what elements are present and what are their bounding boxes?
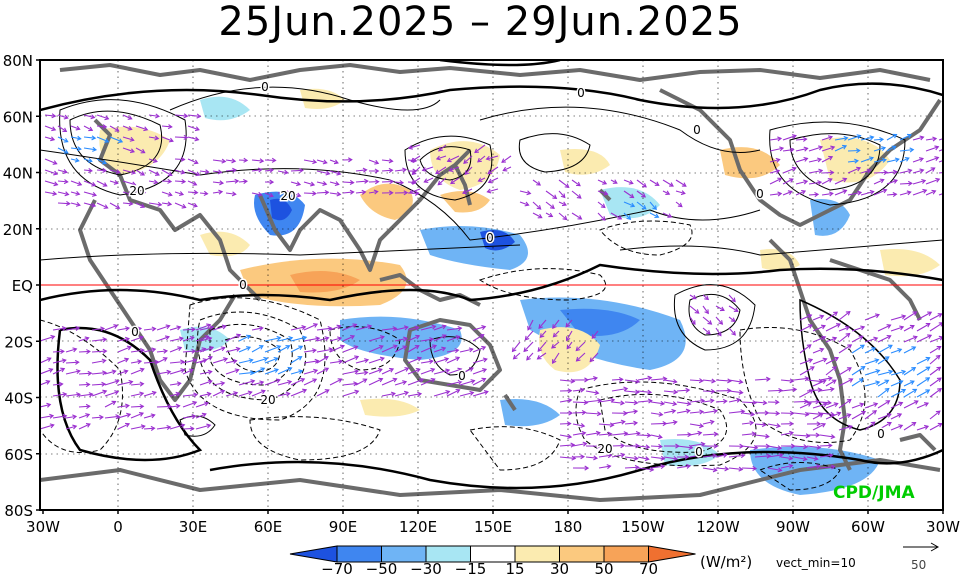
lat-label: 60N [3, 108, 33, 126]
coastlines [40, 63, 942, 502]
contour-label: 20 [280, 189, 295, 203]
map-plot-area: 0 20 0 0 0 0 0 20 0 0 20 20 0 0 [40, 60, 943, 510]
reference-vector [903, 542, 940, 552]
lon-label: 150W [621, 518, 665, 536]
lon-label: 90E [329, 518, 358, 536]
wind-vectors [40, 113, 943, 473]
colorbar-tick: 30 [550, 560, 569, 575]
vector-min-label: vect_min=10 [776, 556, 856, 570]
colorbar-unit: (W/m²) [700, 553, 752, 571]
reference-vector-value: 50 [911, 558, 926, 572]
longitude-labels: 30W 0 30E 60E 90E 120E 150E 180 150W 120W 90W 60W 30… [26, 518, 960, 536]
lon-label: 0 [113, 518, 123, 536]
contour-label: 0 [239, 278, 247, 292]
colorbar-tick: 15 [505, 560, 524, 575]
lon-label: 60E [254, 518, 283, 536]
contour-label: 0 [695, 445, 703, 459]
lon-label: 150E [474, 518, 512, 536]
contour-label: 0 [693, 123, 701, 137]
lon-label: 120E [399, 518, 437, 536]
colorbar-tick-labels: −70 −50 −30 −15 15 30 50 70 [321, 560, 658, 575]
colorbar-tick: 70 [639, 560, 658, 575]
contour-label: 20 [129, 184, 144, 198]
lat-label: 80N [3, 52, 33, 70]
lon-label: 90W [776, 518, 810, 536]
colorbar-tick: 50 [594, 560, 613, 575]
lat-label: 20N [3, 221, 33, 239]
contour-label: 0 [577, 86, 585, 100]
colorbar-tick: −30 [410, 560, 442, 575]
contour-label: 0 [458, 369, 466, 383]
lon-label: 60W [851, 518, 885, 536]
contour-label: 0 [131, 325, 139, 339]
contour-label: 0 [486, 231, 494, 245]
contour-labels: 0 20 0 0 0 0 0 20 0 0 20 20 0 0 [128, 79, 886, 461]
contour-label: 20 [597, 442, 612, 456]
colorbar [289, 545, 696, 563]
latitude-labels: 80N 60N 40N 20N EQ 20S 40S 60S 80S [3, 52, 33, 520]
colorbar-tick: −50 [366, 560, 398, 575]
contour-label: 0 [756, 187, 764, 201]
lon-label: 30E [179, 518, 208, 536]
map-title: 25Jun.2025 – 29Jun.2025 [218, 0, 743, 45]
colorbar-tick: −70 [321, 560, 353, 575]
axis-ticks [36, 59, 944, 514]
colorbar-tick: −15 [455, 560, 487, 575]
lat-label: EQ [12, 277, 33, 295]
contour-label: 20 [260, 393, 275, 407]
lat-label: 60S [4, 446, 33, 464]
contours [40, 60, 943, 490]
lat-label: 40S [4, 390, 33, 408]
lon-label: 120W [696, 518, 740, 536]
contour-label: 0 [261, 80, 269, 94]
lat-label: 80S [4, 502, 33, 520]
lat-label: 20S [4, 333, 33, 351]
lat-label: 40N [3, 165, 33, 183]
contour-label: 0 [877, 427, 885, 441]
lon-label: 180 [554, 518, 583, 536]
negative-contours [40, 220, 866, 491]
colorbar-max-arrow [648, 545, 696, 563]
lon-label: 30W [26, 518, 60, 536]
lon-label: 30W [926, 518, 960, 536]
credit-label: CPD/JMA [833, 483, 915, 503]
